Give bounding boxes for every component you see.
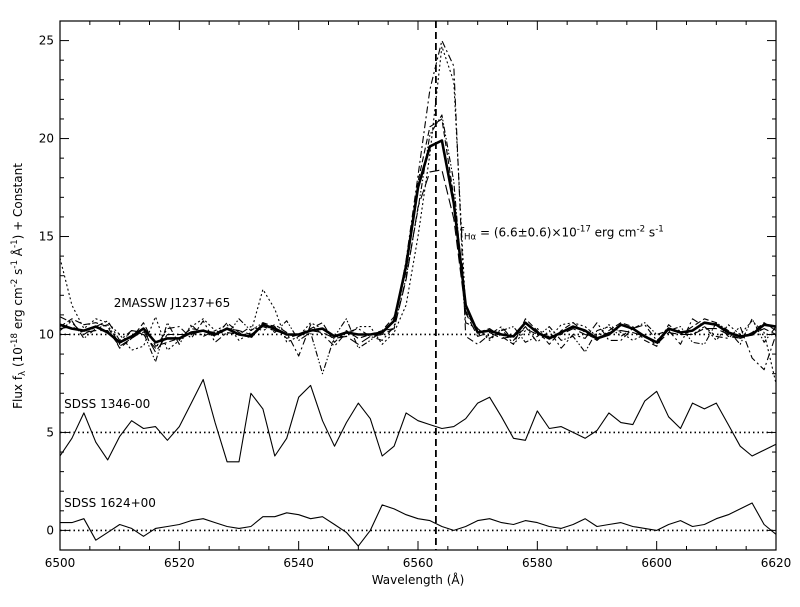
series-line-1 bbox=[60, 139, 776, 344]
y-tick-label: 20 bbox=[39, 132, 54, 146]
plot-frame bbox=[59, 20, 777, 551]
series-line-3 bbox=[60, 40, 776, 371]
annotation-3: SDSS 1624+00 bbox=[64, 496, 156, 510]
y-tick-label: 5 bbox=[46, 425, 54, 439]
y-tick-label: 15 bbox=[39, 230, 54, 244]
x-tick-label: 6560 bbox=[403, 556, 434, 570]
y-tick-label: 25 bbox=[39, 34, 54, 48]
series-layer bbox=[60, 40, 776, 547]
y-tick-label: 0 bbox=[46, 523, 54, 537]
annotation-1: 2MASSW J1237+65 bbox=[114, 296, 231, 310]
axis-ticks: 6500 6520 6540 6560 6580 6600 6620 0 5 10 15 20 25 bbox=[39, 20, 792, 570]
x-tick-label: 6500 bbox=[45, 556, 76, 570]
series-line-4 bbox=[60, 45, 776, 384]
x-tick-label: 6620 bbox=[761, 556, 792, 570]
y-tick-label: 10 bbox=[39, 327, 54, 341]
series-line-2 bbox=[60, 118, 776, 349]
annotation-2: SDSS 1346-00 bbox=[64, 397, 150, 411]
annotation-4: fHα = (6.6±0.6)×10-17 erg cm-2 s-1 bbox=[460, 225, 664, 243]
series-line-8 bbox=[60, 502, 776, 547]
y-axis-label: Flux fλ (10-18 erg cm-2 s-1 Å-1) + Const… bbox=[10, 163, 28, 409]
x-tick-label: 6580 bbox=[522, 556, 553, 570]
annotations: 2MASSW J1237+65 SDSS 1346-00 SDSS 1624+00 f… bbox=[64, 225, 664, 510]
series-line-5 bbox=[60, 114, 776, 375]
x-tick-label: 6600 bbox=[641, 556, 672, 570]
reference-lines bbox=[60, 21, 776, 550]
series-line-6 bbox=[60, 169, 776, 353]
x-tick-label: 6540 bbox=[283, 556, 314, 570]
x-axis-label: Wavelength (Å) bbox=[372, 572, 465, 587]
series-line-7 bbox=[60, 378, 776, 463]
x-tick-label: 6520 bbox=[164, 556, 195, 570]
